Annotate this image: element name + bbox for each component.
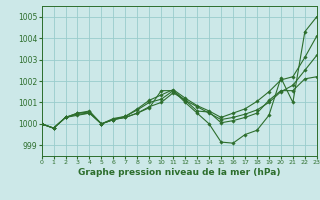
X-axis label: Graphe pression niveau de la mer (hPa): Graphe pression niveau de la mer (hPa)	[78, 168, 280, 177]
